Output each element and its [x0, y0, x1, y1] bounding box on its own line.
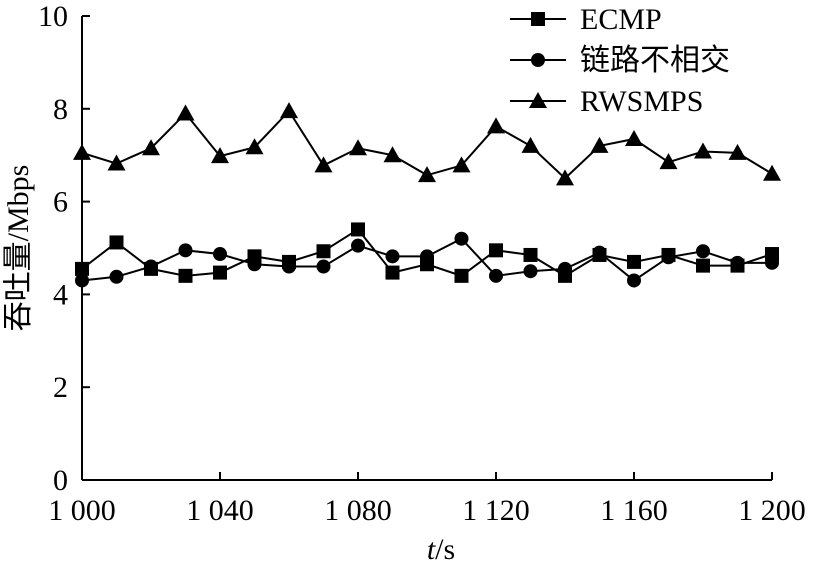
legend-marker: [531, 53, 545, 67]
data-point: [489, 268, 503, 283]
legend-label: ECMP: [580, 3, 662, 36]
data-point: [245, 138, 264, 155]
data-point: [247, 257, 262, 272]
data-point: [75, 273, 89, 288]
data-point: [625, 129, 643, 146]
data-point: [178, 268, 193, 283]
legend-item: ECMP: [510, 3, 662, 36]
x-axis-label-variable: t: [427, 533, 436, 563]
data-point: [556, 169, 574, 186]
x-tick-label: 1 160: [600, 494, 668, 527]
data-point: [452, 156, 471, 173]
data-point: [383, 146, 402, 163]
data-point: [73, 143, 91, 160]
data-point: [109, 269, 124, 284]
data-point: [696, 244, 710, 259]
y-axis-label: 吞吐量/Mbps: [2, 165, 35, 332]
x-axis-label-unit: /s: [435, 533, 455, 563]
data-point: [280, 102, 298, 119]
data-point: [213, 265, 227, 280]
x-tick-label: 1 120: [462, 494, 530, 527]
data-point: [418, 166, 436, 183]
data-point: [696, 258, 710, 273]
data-point: [316, 259, 331, 274]
data-point: [523, 247, 538, 262]
data-point: [765, 255, 779, 270]
y-tick-label: 4: [53, 278, 68, 311]
data-point: [454, 268, 469, 283]
data-point: [763, 164, 781, 181]
data-point: [176, 104, 195, 121]
legend-label: 链路不相交: [580, 44, 730, 77]
x-axis-label: t/s: [427, 533, 455, 563]
axes: [81, 16, 772, 481]
data-point: [521, 136, 540, 153]
y-tick-label: 6: [53, 186, 68, 219]
data-point: [349, 139, 367, 156]
legend-item: 链路不相交: [510, 44, 730, 77]
data-point: [454, 231, 469, 246]
data-point: [351, 222, 365, 237]
data-point: [107, 154, 126, 171]
x-tick-label: 1 080: [324, 494, 392, 527]
data-point: [730, 255, 745, 270]
legend-marker: [531, 12, 545, 26]
data-point: [142, 139, 160, 156]
series-2: [75, 231, 779, 288]
data-point: [487, 117, 505, 134]
data-point: [661, 250, 676, 265]
data-point: [178, 243, 193, 258]
data-point: [282, 259, 296, 274]
data-point: [659, 153, 678, 170]
data-point: [420, 249, 434, 264]
data-point: [144, 259, 158, 274]
data-point: [385, 249, 400, 264]
data-point: [590, 136, 609, 153]
series-3: [73, 102, 781, 186]
data-point: [316, 244, 331, 259]
axis-ticks: 0 2 4 6 8 10 1 000 1 040 1 080 1 120 1 160 1 200: [38, 0, 806, 527]
x-tick-label: 1 200: [738, 494, 806, 527]
y-tick-label: 10: [38, 0, 68, 33]
data-point: [592, 245, 607, 260]
x-tick-label: 1 000: [48, 494, 116, 527]
data-point: [109, 235, 124, 250]
y-tick-label: 0: [53, 464, 68, 497]
legend-item: RWSMPS: [510, 85, 703, 118]
data-point: [558, 261, 572, 276]
data-point: [694, 142, 712, 159]
data-point: [627, 254, 641, 269]
data-point: [351, 238, 365, 253]
data-point: [385, 265, 400, 280]
legend-label: RWSMPS: [580, 85, 703, 118]
data-point: [523, 264, 538, 279]
y-tick-label: 2: [53, 371, 68, 404]
data-point: [211, 147, 229, 164]
data-point: [314, 156, 333, 173]
x-tick-label: 1 040: [186, 494, 254, 527]
data-point: [213, 247, 227, 262]
data-point: [728, 143, 747, 160]
data-point: [489, 243, 503, 258]
data-point: [75, 261, 89, 276]
legend: ECMP 链路不相交 RWSMPS: [510, 3, 730, 118]
series-layer: [73, 102, 781, 288]
y-tick-label: 8: [53, 93, 68, 126]
legend-marker: [529, 92, 547, 108]
data-point: [627, 273, 641, 288]
